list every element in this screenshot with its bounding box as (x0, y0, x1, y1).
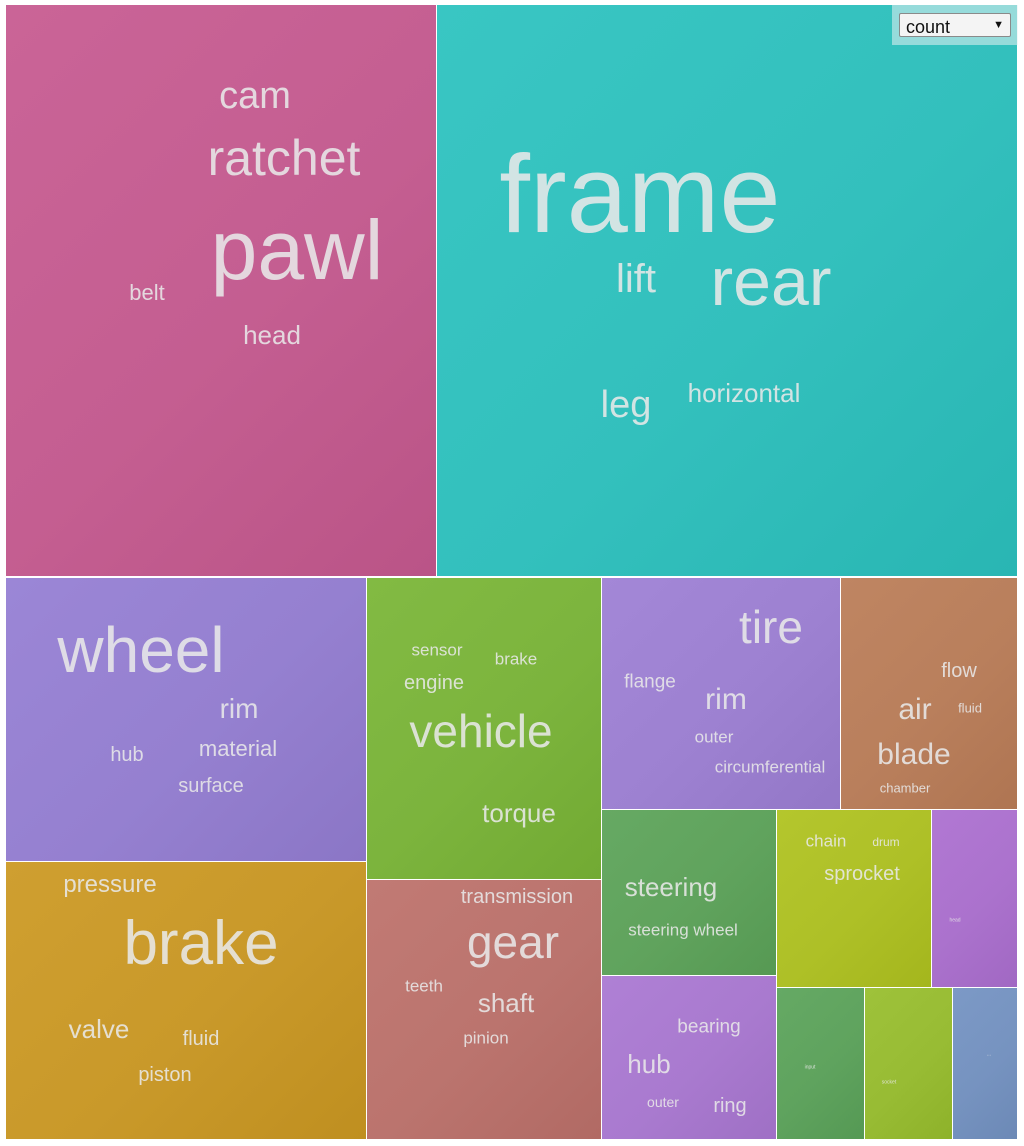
treemap-word: brake (123, 909, 279, 978)
treemap-word: outer (647, 1094, 679, 1110)
treemap-word: shaft (477, 988, 535, 1018)
treemap-word: pressure (63, 871, 157, 898)
treemap-cell: frame rear lift leg horizontal (437, 5, 1018, 577)
treemap-word: input (804, 1064, 816, 1071)
treemap-cell: gear transmission shaft teeth pinion (367, 880, 602, 1140)
treemap-word: ratchet (207, 130, 361, 186)
treemap-word: blade (877, 738, 951, 771)
treemap-word: wheel (57, 614, 225, 686)
treemap-cell: sprocket chain drum (777, 810, 932, 988)
treemap-word: surface (178, 775, 244, 797)
metric-dropdown[interactable]: count ▼ (899, 13, 1011, 37)
treemap-word: rim (219, 693, 259, 724)
treemap-word: ring (713, 1095, 747, 1117)
treemap-word: material (198, 736, 278, 761)
treemap-word: air (898, 693, 932, 726)
treemap-word: vehicle (409, 705, 553, 757)
treemap-word: fluid (182, 1028, 220, 1050)
treemap-cell: pawl ratchet cam belt head (6, 5, 437, 577)
treemap-word: fluid (958, 700, 982, 716)
treemap-word: sensor (411, 640, 463, 660)
treemap-word: valve (68, 1014, 130, 1044)
treemap-word: rear (710, 244, 832, 320)
treemap-word: leg (600, 384, 652, 426)
treemap-word: steering wheel (628, 920, 738, 940)
treemap-word: head (243, 320, 301, 350)
treemap-word: hub (627, 1049, 671, 1079)
treemap-cell: ... (953, 988, 1018, 1140)
treemap-word: lift (616, 257, 656, 301)
treemap-word: chain (805, 831, 847, 851)
treemap-word: rim (705, 683, 747, 716)
treemap-word: piston (138, 1064, 192, 1086)
treemap-word: pawl (210, 203, 384, 297)
treemap-word: belt (129, 280, 165, 305)
treemap-cell: input (777, 988, 865, 1140)
treemap-word: frame (499, 133, 781, 256)
treemap-word: flow (941, 660, 977, 682)
treemap-word: engine (403, 672, 465, 694)
treemap-word: ... (986, 1051, 992, 1058)
treemap-cell: steering steering wheel (602, 810, 777, 976)
treemap-cell: vehicle engine sensor brake torque (367, 578, 602, 880)
treemap-word: tire (739, 601, 803, 653)
treemap-cell: tire rim flange outer circumferential (602, 578, 841, 810)
chevron-down-icon: ▼ (993, 19, 1004, 31)
treemap-word: torque (482, 798, 556, 828)
treemap-word: drum (872, 835, 900, 849)
metric-dropdown-value: count (906, 17, 951, 37)
treemap-word: chamber (879, 780, 931, 796)
treemap-word: pinion (463, 1028, 509, 1048)
treemap-word: teeth (405, 976, 443, 996)
treemap-word: sprocket (824, 863, 900, 885)
metric-control: count ▼ (892, 5, 1018, 45)
treemap-word: gear (466, 916, 560, 968)
treemap-word: horizontal (687, 378, 801, 408)
treemap-word: head (949, 917, 961, 924)
treemap-cell: wheel rim material hub surface (6, 578, 367, 862)
treemap-word: hub (110, 744, 144, 766)
treemap-cell: socket (865, 988, 953, 1140)
treemap-cell: head (932, 810, 1018, 988)
treemap-word: socket (881, 1079, 897, 1086)
treemap-word: circumferential (714, 757, 826, 777)
treemap-cell: brake pressure valve fluid piston (6, 862, 367, 1140)
treemap-word: transmission (460, 886, 574, 908)
treemap-word: steering (624, 872, 718, 902)
treemap-word: cam (219, 75, 291, 117)
treemap-word: bearing (677, 1016, 741, 1038)
treemap-cell: hub bearing ring outer (602, 976, 777, 1140)
treemap-word: flange (624, 671, 676, 693)
treemap-word: brake (494, 649, 538, 669)
treemap-word: outer (694, 727, 734, 747)
treemap-cell: air blade flow fluid chamber (841, 578, 1018, 810)
